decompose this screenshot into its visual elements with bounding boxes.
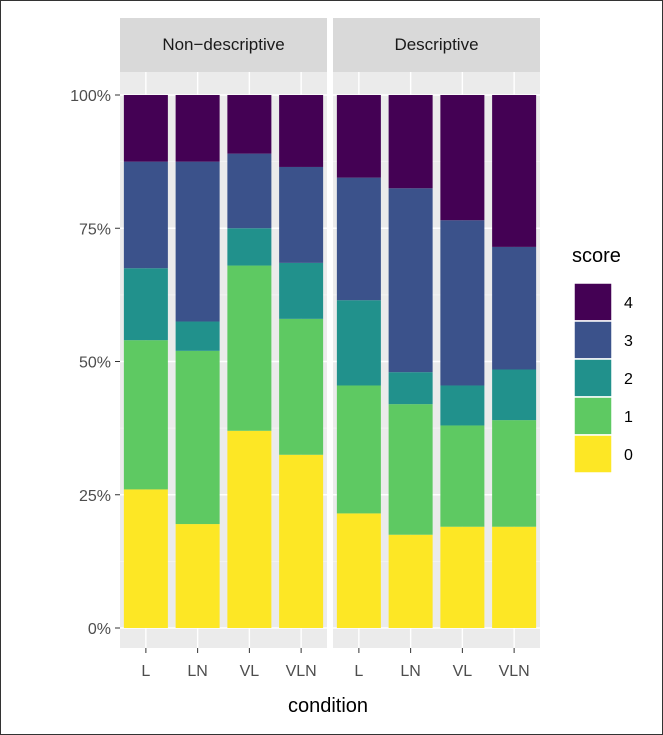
facet-panels: Non−descriptive L LN VL VLN Descriptive L LN VL V…	[120, 18, 540, 680]
legend-label-0: 0	[624, 447, 633, 464]
bar-segment-score-4	[336, 95, 381, 178]
x-tick-label: VL	[240, 663, 260, 680]
legend-key-0	[573, 434, 613, 474]
bar-segment-score-2	[279, 262, 324, 319]
bar-segment-score-1	[123, 340, 168, 490]
bar-segment-score-1	[388, 404, 433, 535]
legend-label-1: 1	[624, 409, 633, 426]
bar-segment-score-0	[388, 534, 433, 628]
bar-segment-score-0	[227, 430, 272, 628]
x-axis-title: condition	[288, 695, 368, 717]
legend-key-4	[573, 282, 613, 322]
legend-label-4: 4	[624, 295, 633, 312]
bar-segment-score-2	[336, 300, 381, 386]
legend-key-1	[573, 396, 613, 436]
bar-LN	[175, 95, 220, 628]
facet-panel-1: Non−descriptive L LN VL VLN	[120, 18, 327, 680]
bar-LN	[388, 95, 433, 628]
bar-segment-score-4	[440, 95, 485, 221]
x-tick-label: VL	[453, 663, 473, 680]
legend-key-2	[573, 358, 613, 398]
bar-segment-score-2	[123, 268, 168, 341]
bar-segment-score-0	[279, 454, 324, 628]
y-tick-label: 100%	[70, 88, 111, 105]
bar-segment-score-1	[336, 385, 381, 514]
x-tick-label: L	[141, 663, 150, 680]
bar-segment-score-1	[279, 318, 324, 455]
legend-label-3: 3	[624, 333, 633, 350]
y-axis: 0% 25% 50% 75% 100%	[70, 88, 120, 638]
legend-key-3	[573, 320, 613, 360]
bar-VL	[227, 95, 272, 628]
legend-label-2: 2	[624, 371, 633, 388]
bar-segment-score-4	[279, 95, 324, 167]
facet-strip	[333, 18, 540, 72]
bar-segment-score-2	[388, 372, 433, 405]
bar-segment-score-4	[175, 95, 220, 162]
x-tick-label: VLN	[499, 663, 530, 680]
bar-segment-score-1	[492, 420, 537, 527]
bar-segment-score-2	[175, 321, 220, 351]
bar-segment-score-0	[492, 526, 537, 628]
facet-strip	[120, 18, 327, 72]
facet-panel-2: Descriptive L LN VL VLN	[333, 18, 540, 680]
bar-segment-score-4	[492, 95, 537, 247]
y-tick-label: 75%	[79, 221, 111, 238]
bar-segment-score-4	[123, 95, 168, 162]
x-tick-label: LN	[187, 663, 207, 680]
facet-strip-label: Non−descriptive	[162, 35, 284, 54]
y-tick-label: 25%	[79, 488, 111, 505]
bar-L	[123, 95, 168, 628]
bar-segment-score-3	[175, 161, 220, 322]
legend-title: score	[572, 245, 621, 267]
bar-segment-score-3	[440, 220, 485, 386]
facet-strip-label: Descriptive	[394, 35, 478, 54]
bar-segment-score-0	[123, 489, 168, 628]
bar-segment-score-4	[388, 95, 433, 189]
bar-segment-score-3	[492, 246, 537, 370]
bar-segment-score-3	[279, 166, 324, 263]
bar-VLN	[279, 95, 324, 628]
x-tick-label: LN	[400, 663, 420, 680]
y-tick-label: 50%	[79, 355, 111, 372]
bar-segment-score-3	[227, 153, 272, 229]
x-tick-label: L	[354, 663, 363, 680]
bar-VL	[440, 95, 485, 628]
bar-segment-score-3	[336, 177, 381, 301]
bar-segment-score-2	[492, 369, 537, 421]
bar-segment-score-0	[336, 513, 381, 628]
bar-segment-score-2	[227, 228, 272, 266]
bar-VLN	[492, 95, 537, 628]
bar-segment-score-3	[123, 161, 168, 269]
bar-L	[336, 95, 381, 628]
x-tick-label: VLN	[286, 663, 317, 680]
legend: score 4 3 2 1 0	[572, 245, 633, 474]
bar-segment-score-1	[227, 265, 272, 431]
bar-segment-score-4	[227, 95, 272, 154]
bar-segment-score-0	[440, 526, 485, 628]
bar-segment-score-3	[388, 188, 433, 373]
bar-segment-score-0	[175, 524, 220, 628]
bar-segment-score-1	[175, 350, 220, 525]
bar-segment-score-2	[440, 385, 485, 426]
bar-segment-score-1	[440, 425, 485, 527]
y-tick-label: 0%	[88, 621, 111, 638]
